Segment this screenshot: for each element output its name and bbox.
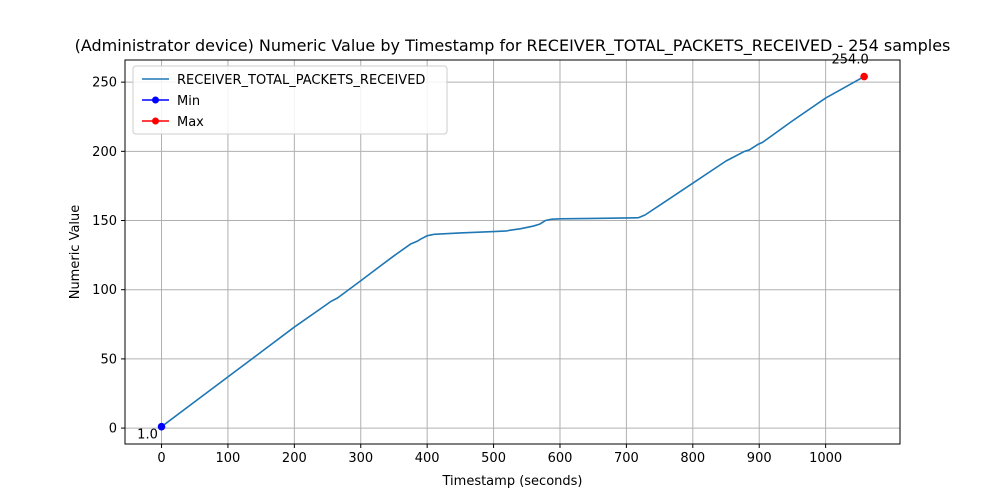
- marker-max: [860, 72, 868, 81]
- x-tick-label: 500: [481, 451, 506, 466]
- y-tick-label: 200: [92, 145, 117, 160]
- x-axis-label: Timestamp (seconds): [442, 474, 583, 489]
- y-axis-label: Numeric Value: [68, 205, 83, 300]
- x-axis-ticks: 0 100 200 300 400 500 600 700 800 900 1000: [157, 444, 842, 466]
- y-axis-ticks: 0 50 100 150 200 250: [92, 76, 125, 437]
- x-tick-label: 300: [348, 451, 373, 466]
- y-tick-label: 100: [92, 283, 117, 298]
- series-layer: [157, 72, 868, 431]
- x-tick-label: 200: [282, 451, 307, 466]
- legend-marker: [152, 117, 159, 125]
- x-tick-label: 600: [548, 451, 573, 466]
- y-tick-label: 50: [100, 352, 117, 367]
- legend: RECEIVER_TOTAL_PACKETS_RECEIVED Min Max: [132, 65, 448, 135]
- point-label-min: 1.0: [137, 428, 158, 443]
- x-tick-label: 400: [415, 451, 440, 466]
- x-tick-label: 800: [680, 451, 705, 466]
- legend-marker: [152, 96, 159, 104]
- x-tick-label: 1000: [809, 451, 842, 466]
- chart-title: (Administrator device) Numeric Value by …: [75, 36, 951, 56]
- x-tick-label: 100: [216, 451, 241, 466]
- y-tick-label: 0: [109, 422, 117, 437]
- x-tick-label: 0: [157, 451, 165, 466]
- series-line-0: [161, 75, 865, 428]
- legend-label: Max: [177, 115, 204, 130]
- y-tick-label: 150: [92, 214, 117, 229]
- x-tick-label: 900: [747, 451, 772, 466]
- axes-frame: [124, 59, 901, 445]
- legend-label: RECEIVER_TOTAL_PACKETS_RECEIVED: [177, 73, 425, 88]
- x-tick-label: 700: [614, 451, 639, 466]
- legend-label: Min: [177, 94, 200, 109]
- legend-box: [132, 65, 448, 135]
- y-tick-label: 250: [92, 76, 117, 91]
- marker-min: [157, 422, 166, 431]
